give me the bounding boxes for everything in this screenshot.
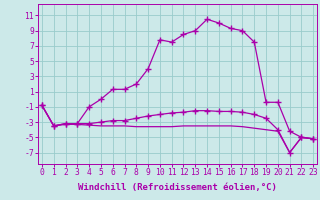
X-axis label: Windchill (Refroidissement éolien,°C): Windchill (Refroidissement éolien,°C): [78, 183, 277, 192]
